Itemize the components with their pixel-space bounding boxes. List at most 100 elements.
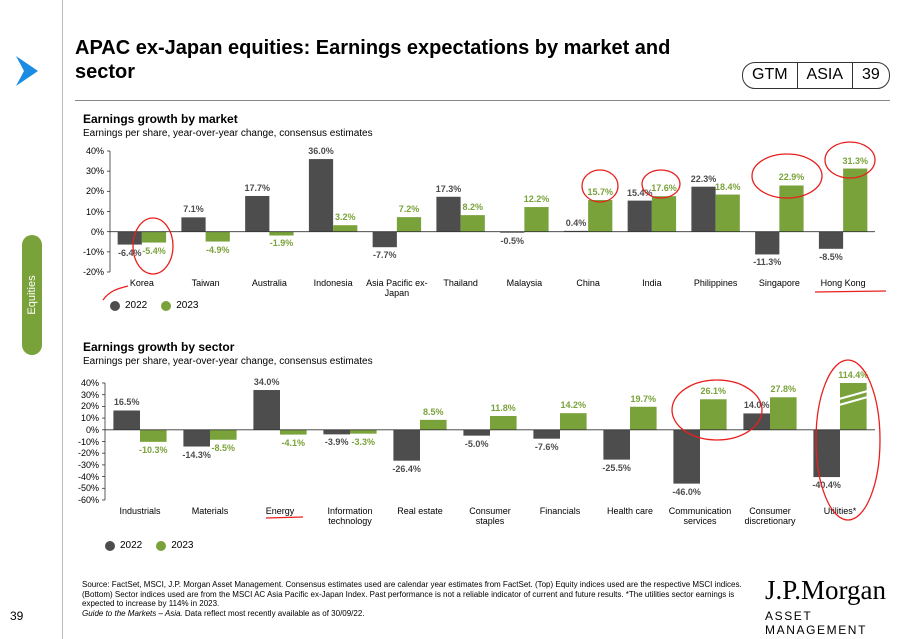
bar <box>113 410 140 430</box>
bar <box>588 200 613 232</box>
x-tick-label: Thailand <box>443 278 478 288</box>
title-rule <box>75 100 890 101</box>
bar <box>627 200 652 232</box>
value-label: -8.5% <box>819 251 843 262</box>
value-label: -26.4% <box>392 463 421 474</box>
bar <box>323 429 350 435</box>
y-tick-label: 40% <box>85 146 104 156</box>
x-tick-label: Taiwan <box>191 278 220 288</box>
x-tick-label: Information technology <box>327 506 373 526</box>
page-number: 39 <box>10 609 24 623</box>
value-label: 17.7% <box>244 182 271 193</box>
legend-item: 2022 <box>105 540 142 551</box>
y-tick-label: 0% <box>85 424 99 435</box>
value-label: 7.2% <box>398 204 420 215</box>
bar <box>181 217 206 232</box>
footnote: Source: FactSet, MSCI, J.P. Morgan Asset… <box>82 580 752 618</box>
value-label: -4.9% <box>205 244 230 255</box>
chevron <box>16 56 38 86</box>
y-tick-label: -10% <box>82 246 104 257</box>
bar <box>269 231 294 236</box>
value-label: 7.1% <box>183 204 204 215</box>
value-label: -14.3% <box>182 449 211 460</box>
bar <box>840 383 867 430</box>
y-tick-label: -20% <box>82 267 104 277</box>
bar <box>117 231 142 245</box>
legend-swatch <box>156 540 167 551</box>
y-tick-label: 40% <box>80 378 99 388</box>
bar <box>141 231 167 243</box>
chart-market: Earnings growth by market Earnings per sh… <box>75 110 890 320</box>
y-tick-label: -60% <box>77 495 99 505</box>
x-tick-label: Financials <box>539 506 581 516</box>
bar <box>603 429 630 460</box>
value-label: 15.4% <box>626 187 653 198</box>
bar <box>755 231 780 255</box>
bar <box>420 419 447 430</box>
chart-subtitle: Earnings per share, year-over-year chang… <box>83 356 373 367</box>
legend: 2022 2023 <box>105 540 194 551</box>
value-label: -40.4% <box>812 480 841 491</box>
x-tick-label: Utilities* <box>823 506 857 516</box>
value-label: 19.7% <box>630 393 657 404</box>
y-tick-label: -40% <box>77 471 99 482</box>
y-tick-label: 30% <box>85 166 104 177</box>
bar <box>140 429 167 442</box>
bar <box>715 194 740 232</box>
bar <box>460 215 485 232</box>
x-tick-label: Health care <box>606 506 654 516</box>
legend-label: 2022 <box>120 540 143 551</box>
value-label: -4.1% <box>281 437 306 448</box>
x-tick-label: Philippines <box>693 278 738 288</box>
x-tick-label: Communication services <box>668 506 732 526</box>
value-label: 22.9% <box>778 172 805 183</box>
legend: 2022 2023 <box>110 300 199 311</box>
y-tick-label: 10% <box>80 413 99 424</box>
logo-name: J.P.Morgan <box>765 575 887 605</box>
bar <box>463 429 490 436</box>
bar <box>779 185 804 232</box>
bar <box>630 406 657 430</box>
bar <box>743 413 770 430</box>
slide-title: APAC ex-Japan equities: Earnings expecta… <box>75 37 671 83</box>
x-tick-label: Real estate <box>397 506 443 516</box>
y-tick-label: -50% <box>77 483 99 494</box>
value-label: -3.3% <box>351 436 376 447</box>
value-label: 0.4% <box>565 217 587 228</box>
value-label: -46.0% <box>672 486 701 497</box>
bar <box>651 196 677 232</box>
bar <box>843 168 868 232</box>
value-label: 18.4% <box>714 181 741 192</box>
value-label: 11.8% <box>490 402 516 413</box>
value-label: -25.5% <box>602 462 631 473</box>
bar <box>245 195 270 232</box>
value-label: 26.1% <box>700 386 727 397</box>
value-label: 27.8% <box>770 384 797 395</box>
section-tab: Equities <box>22 235 42 355</box>
bar <box>205 231 230 242</box>
x-tick-label: Hong Kong <box>820 278 866 288</box>
value-label: 12.2% <box>523 194 550 205</box>
bar <box>533 429 560 439</box>
value-label: 3.2% <box>334 212 356 223</box>
value-label: -5.0% <box>464 438 489 449</box>
value-label: -0.5% <box>500 235 525 246</box>
value-label: 15.7% <box>587 187 613 197</box>
legend-swatch <box>110 300 120 311</box>
y-tick-label: 20% <box>85 186 104 197</box>
value-label: -7.7% <box>372 250 397 261</box>
x-tick-label: Consumer discretionary <box>744 506 796 526</box>
legend-swatch <box>161 300 172 311</box>
bar <box>691 186 716 232</box>
x-tick-label: Industrials <box>119 506 161 516</box>
badge: GTM ASIA 39 <box>742 62 890 89</box>
legend-label: 2023 <box>176 300 199 311</box>
bar <box>210 429 237 440</box>
value-label: 8.5% <box>423 406 444 417</box>
value-label: 36.0% <box>308 146 334 157</box>
sidebar-line <box>62 0 63 639</box>
x-tick-label: India <box>642 278 662 288</box>
source: Source: FactSet, MSCI, J.P. Morgan Asset… <box>82 580 742 608</box>
bar <box>770 397 797 430</box>
x-tick-label: Singapore <box>758 278 800 288</box>
